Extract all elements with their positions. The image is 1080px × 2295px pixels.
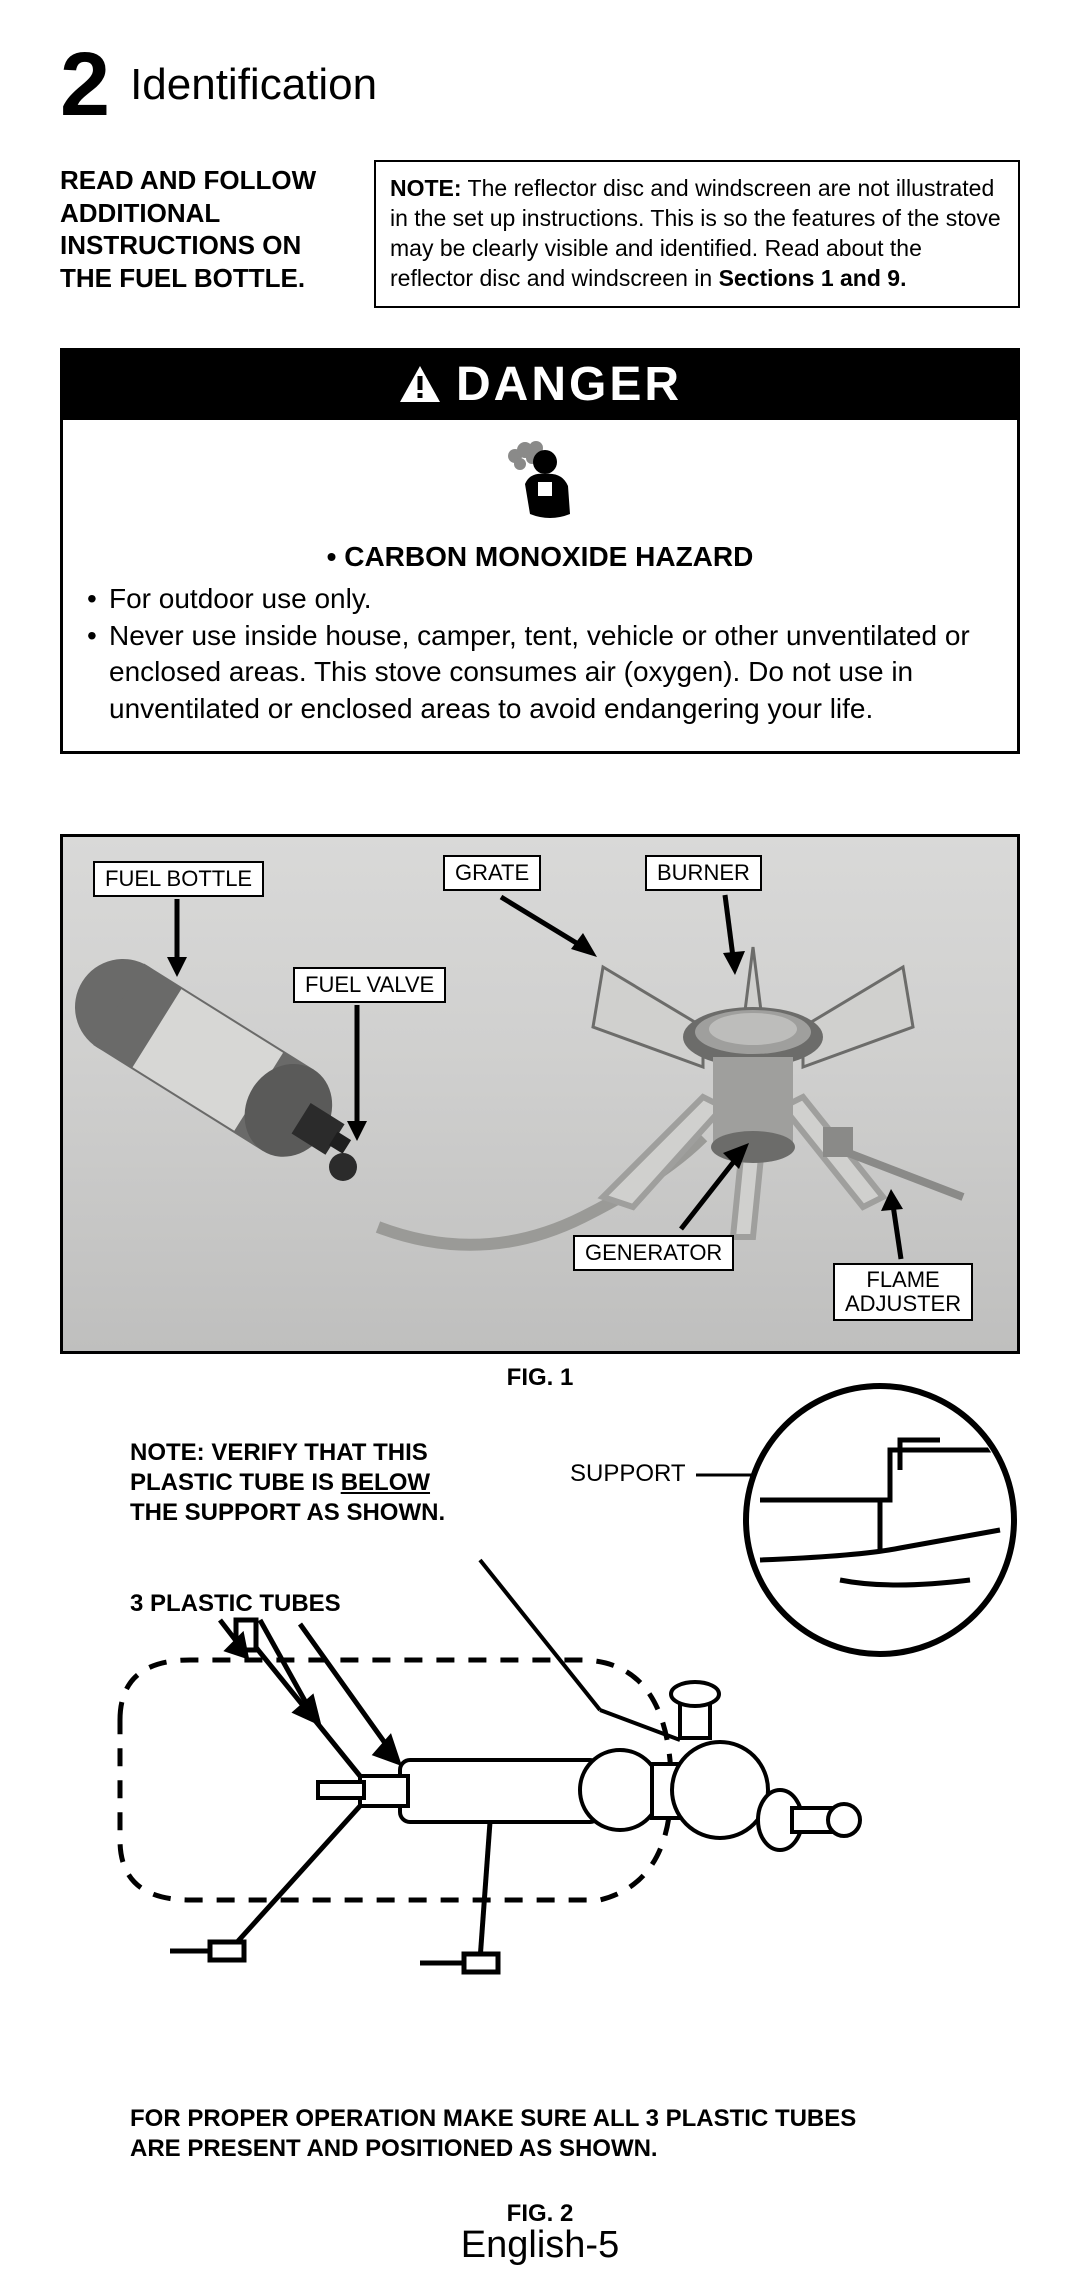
note-box: NOTE: The reflector disc and windscreen … bbox=[374, 160, 1020, 308]
fig2-note-l3: THE SUPPORT AS SHOWN. bbox=[130, 1499, 445, 1526]
danger-label: DANGER bbox=[456, 357, 682, 412]
danger-box: DANGER • CARBON MONOXIDE HAZARD For outd… bbox=[60, 348, 1020, 754]
fig2-detail-circle bbox=[740, 1380, 1020, 1660]
section-number: 2 bbox=[60, 40, 110, 130]
note-label: NOTE: bbox=[390, 175, 462, 201]
fig2-note: NOTE: VERIFY THAT THIS PLASTIC TUBE IS B… bbox=[130, 1438, 445, 1528]
fig2-area: NOTE: VERIFY THAT THIS PLASTIC TUBE IS B… bbox=[60, 1420, 1020, 2200]
danger-bullet: For outdoor use only. bbox=[87, 581, 993, 617]
danger-bullets: For outdoor use only. Never use inside h… bbox=[87, 581, 993, 727]
danger-header: DANGER bbox=[63, 351, 1017, 420]
fig2-note-l2: PLASTIC TUBE IS bbox=[130, 1469, 341, 1496]
label-grate: GRATE bbox=[443, 855, 541, 891]
note-text: The reflector disc and windscreen are no… bbox=[390, 175, 1001, 291]
arrow-icon bbox=[695, 891, 755, 981]
carbon-monoxide-icon bbox=[490, 434, 590, 524]
fig2-support-text: SUPPORT bbox=[570, 1460, 685, 1487]
label-generator: GENERATOR bbox=[573, 1235, 734, 1271]
read-follow-text: READ AND FOLLOW ADDITIONAL INSTRUCTIONS … bbox=[60, 160, 350, 308]
arrow-icon bbox=[343, 1005, 383, 1145]
fig2-note-l2u: BELOW bbox=[341, 1469, 430, 1496]
note-bold: Sections 1 and 9. bbox=[719, 265, 907, 291]
warning-triangle-icon bbox=[398, 364, 442, 404]
fig2-note-l1: NOTE: VERIFY THAT THIS bbox=[130, 1439, 428, 1466]
fig2-bottom-l1: FOR PROPER OPERATION MAKE SURE ALL 3 PLA… bbox=[130, 2105, 856, 2132]
section-header: 2 Identification bbox=[60, 40, 1020, 130]
fig1-photo-box: FUEL BOTTLE GRATE BURNER FUEL VALVE GENE… bbox=[60, 834, 1020, 1354]
label-flame-l1: FLAME bbox=[866, 1267, 939, 1292]
arrow-icon bbox=[493, 891, 613, 971]
top-row: READ AND FOLLOW ADDITIONAL INSTRUCTIONS … bbox=[60, 160, 1020, 308]
section-title: Identification bbox=[130, 60, 377, 110]
fig2-bottom-l2: ARE PRESENT AND POSITIONED AS SHOWN. bbox=[130, 2135, 658, 2162]
hazard-icon-row bbox=[87, 434, 993, 533]
arrow-icon bbox=[873, 1187, 923, 1265]
label-burner: BURNER bbox=[645, 855, 762, 891]
page-footer: English-5 bbox=[0, 2224, 1080, 2267]
label-fuel-valve: FUEL VALVE bbox=[293, 967, 446, 1003]
hazard-title: • CARBON MONOXIDE HAZARD bbox=[87, 539, 993, 575]
arrow-icon bbox=[673, 1137, 763, 1237]
danger-bullet: Never use inside house, camper, tent, ve… bbox=[87, 618, 993, 727]
danger-body: • CARBON MONOXIDE HAZARD For outdoor use… bbox=[63, 420, 1017, 751]
label-flame-adjuster: FLAME ADJUSTER bbox=[833, 1263, 973, 1321]
fig2-bottom-note: FOR PROPER OPERATION MAKE SURE ALL 3 PLA… bbox=[130, 2104, 980, 2164]
label-flame-l2: ADJUSTER bbox=[845, 1291, 961, 1316]
label-fuel-bottle: FUEL BOTTLE bbox=[93, 861, 264, 897]
arrow-icon bbox=[163, 899, 203, 979]
